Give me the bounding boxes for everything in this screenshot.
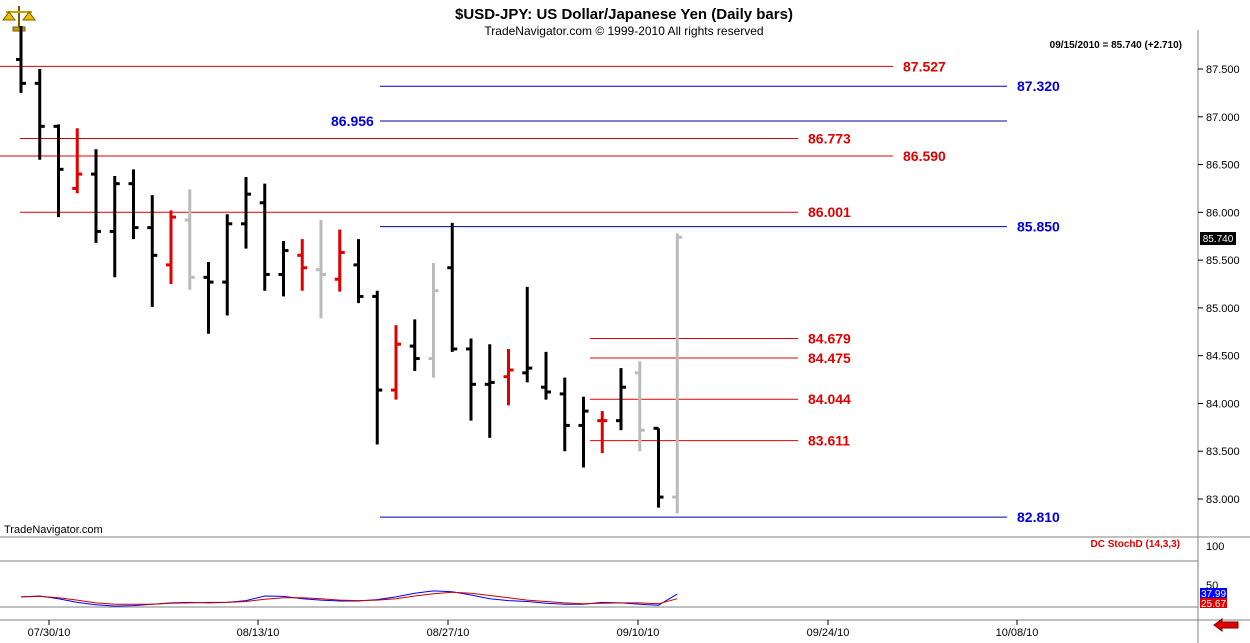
price-bar <box>653 426 664 508</box>
x-tick-label: 08/27/10 <box>427 627 470 639</box>
level-label: 83.611 <box>808 433 850 449</box>
price-bar <box>259 183 270 291</box>
price-bar <box>184 189 195 290</box>
chart-title: $USD-JPY: US Dollar/Japanese Yen (Daily … <box>455 6 793 23</box>
price-bar <box>522 286 533 383</box>
scale-logo-icon[interactable] <box>2 6 36 32</box>
stoch-line-red <box>20 591 678 605</box>
price-bar <box>428 262 439 378</box>
price-bar <box>672 233 683 514</box>
price-bar <box>353 239 364 304</box>
level-label: 82.810 <box>1017 509 1060 525</box>
price-bar <box>409 319 420 371</box>
price-bar <box>34 69 45 160</box>
price-bar <box>203 262 214 334</box>
stoch-red-value: 25.67 <box>1201 599 1226 610</box>
x-tick-label: 08/13/10 <box>237 627 280 639</box>
y-tick-label: 83.000 <box>1206 494 1240 506</box>
price-bar <box>334 229 345 292</box>
level-label: 86.590 <box>903 148 946 164</box>
price-bar <box>466 338 476 421</box>
price-bar <box>616 368 626 431</box>
x-tick-label: 10/08/10 <box>996 627 1039 639</box>
price-bar <box>222 214 233 316</box>
x-tick-label: 09/10/10 <box>617 627 660 639</box>
stoch-tick-100: 100 <box>1206 541 1224 553</box>
watermark: TradeNavigator.com <box>4 524 103 536</box>
last-price-badge <box>1200 232 1236 245</box>
price-bar <box>241 176 251 249</box>
level-label: 84.044 <box>808 391 851 407</box>
y-tick-label: 86.500 <box>1206 160 1240 172</box>
price-bar <box>578 396 589 468</box>
price-bar <box>597 411 608 454</box>
level-label: 86.956 <box>331 113 374 129</box>
last-quote: 09/15/2010 = 85.740 (+2.710) <box>1050 40 1182 51</box>
x-tick-label: 09/24/10 <box>807 627 850 639</box>
red-left-arrow-icon[interactable] <box>1213 618 1239 632</box>
level-label: 87.527 <box>903 58 946 74</box>
y-tick-label: 85.000 <box>1206 303 1240 315</box>
y-tick-label: 87.000 <box>1206 112 1240 124</box>
price-bar <box>109 176 120 278</box>
price-bar <box>634 361 645 452</box>
y-tick-label: 86.000 <box>1206 207 1240 219</box>
level-label: 85.850 <box>1017 219 1060 235</box>
y-tick-label: 84.000 <box>1206 398 1240 410</box>
stoch-blue-badge <box>1200 588 1227 598</box>
price-bar <box>484 344 495 438</box>
price-bar <box>447 222 458 352</box>
price-bar <box>72 128 83 194</box>
price-bar <box>541 351 551 400</box>
stoch-blue-value: 37.99 <box>1201 589 1226 600</box>
level-label: 86.773 <box>808 130 851 146</box>
price-bar <box>53 124 64 218</box>
level-label: 87.320 <box>1017 78 1060 94</box>
price-bar <box>147 195 158 307</box>
stoch-line-blue <box>20 590 678 607</box>
price-bar <box>128 169 139 240</box>
y-tick-label: 84.500 <box>1206 351 1240 363</box>
chart-subtitle: TradeNavigator.com © 1999-2010 All right… <box>484 24 763 38</box>
price-bar <box>503 348 514 406</box>
price-bar <box>166 210 176 284</box>
price-bar <box>278 241 289 297</box>
y-tick-label: 85.500 <box>1206 255 1240 267</box>
last-price-label: 85.740 <box>1203 234 1234 245</box>
level-label: 86.001 <box>808 204 851 220</box>
price-bar <box>559 377 570 452</box>
y-tick-label: 87.500 <box>1206 64 1240 76</box>
level-label: 84.475 <box>808 350 851 366</box>
stoch-red-badge <box>1200 598 1227 608</box>
price-bar <box>91 149 101 243</box>
price-bar <box>372 290 383 445</box>
price-bar <box>391 325 401 400</box>
price-bar <box>316 219 326 319</box>
price-bar <box>297 239 308 291</box>
y-tick-label: 83.500 <box>1206 446 1240 458</box>
indicator-label: DC StochD (14,3,3) <box>1091 539 1180 550</box>
price-bar <box>16 26 26 93</box>
level-label: 84.679 <box>808 331 851 347</box>
x-tick-label: 07/30/10 <box>28 627 71 639</box>
